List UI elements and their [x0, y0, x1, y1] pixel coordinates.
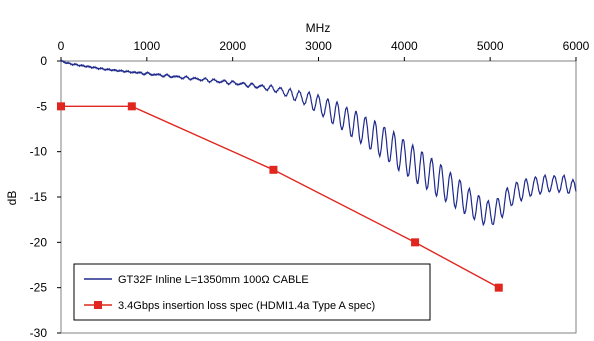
- y-axis-ticks: 0 -5 -10 -15 -20 -25 -30: [30, 54, 61, 340]
- x-tick-label: 3000: [305, 39, 332, 53]
- series-1-point: [411, 238, 420, 247]
- x-axis-title: MHz: [306, 21, 331, 35]
- series-1-point: [494, 283, 503, 292]
- y-tick-label: -25: [30, 281, 48, 295]
- series-1-point: [269, 165, 278, 174]
- series-1-point: [127, 102, 136, 111]
- legend: GT32F Inline L=1350mm 100Ω CABLE 3.4Gbps…: [73, 263, 431, 321]
- y-tick-label: -20: [30, 235, 48, 249]
- y-tick-label: -5: [36, 99, 47, 113]
- series-1-point: [57, 102, 65, 111]
- y-tick-label: -10: [30, 145, 48, 159]
- y-tick-label: -15: [30, 190, 48, 204]
- y-axis-title: dB: [5, 191, 19, 206]
- x-tick-label: 6000: [563, 39, 590, 53]
- x-tick-label: 2000: [219, 39, 246, 53]
- x-tick-label: 5000: [477, 39, 504, 53]
- legend-label-0: GT32F Inline L=1350mm 100Ω CABLE: [118, 274, 309, 286]
- legend-box: [73, 263, 431, 321]
- x-axis-ticks: 0 1000 2000 3000 4000 5000 6000: [58, 39, 590, 61]
- legend-marker-1: [94, 301, 102, 309]
- series-0-line: [60, 59, 577, 227]
- series-layer: [57, 59, 577, 292]
- y-tick-label: -30: [30, 326, 48, 340]
- legend-label-1: 3.4Gbps insertion loss spec (HDMI1.4a Ty…: [118, 300, 375, 312]
- x-tick-label: 0: [58, 39, 65, 53]
- x-tick-label: 1000: [133, 39, 160, 53]
- x-tick-label: 4000: [391, 39, 418, 53]
- y-tick-label: 0: [40, 54, 47, 68]
